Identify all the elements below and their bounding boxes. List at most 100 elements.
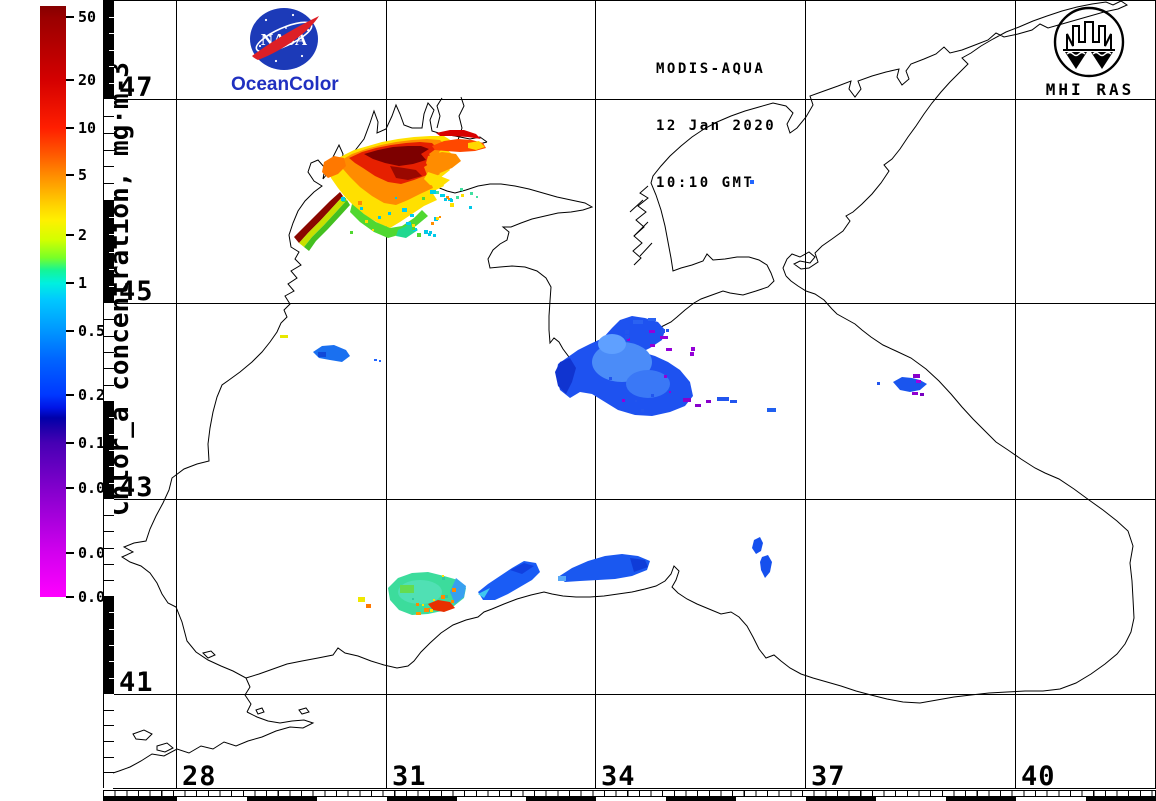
longitude-degree-segment: [736, 797, 806, 801]
chlorophyll-speckle: [609, 377, 612, 380]
chlorophyll-speckle: [446, 196, 449, 199]
chlorophyll-speckle: [669, 391, 671, 393]
chlorophyll-speckle: [395, 197, 397, 199]
chlorophyll-speckle: [416, 603, 419, 606]
longitude-label: 37: [811, 761, 846, 792]
coastline-path: [202, 650, 216, 659]
colorbar-tick-label: 10: [78, 119, 97, 137]
latitude-degree-segment: [104, 0, 114, 99]
observation-date: 12 Jan 2020: [656, 118, 777, 134]
chlorophyll-speckle: [450, 199, 453, 202]
chlorophyll-patch: [379, 360, 381, 362]
chlorophyll-patch: [294, 192, 343, 243]
chlorophyll-speckle: [412, 224, 415, 227]
chlorophyll-speckle: [666, 329, 669, 332]
chlorophyll-patch: [436, 130, 481, 139]
colorbar-tick: [66, 442, 74, 444]
latitude-degree-segment: [104, 596, 114, 694]
minor-tick: [104, 150, 114, 151]
chlorophyll-patch: [913, 374, 920, 378]
coastline-path: [112, 711, 315, 774]
colorbar-tick-label: 20: [78, 71, 97, 89]
chlorophyll-speckle: [627, 338, 630, 341]
colorbar-tick: [66, 552, 74, 554]
observation-info: MODIS-AQUA 12 Jan 2020 10:10 GMT: [656, 22, 776, 231]
colorbar-tick: [66, 487, 74, 489]
chlorophyll-speckle: [431, 222, 434, 225]
longitude-degree-segment: [387, 797, 457, 801]
colorbar-tick: [66, 79, 74, 81]
chlorophyll-speckle: [476, 196, 478, 198]
chlorophyll-patch: [428, 600, 455, 612]
chlorophyll-patch: [304, 200, 350, 251]
chlorophyll-speckle: [469, 206, 472, 209]
grid-line-vertical: [805, 0, 806, 788]
chlorophyll-patch: [322, 156, 346, 178]
chlorophyll-patch: [390, 166, 422, 180]
minor-tick: [104, 116, 114, 117]
coastline-path: [436, 97, 443, 129]
latitude-label: 43: [119, 472, 154, 503]
chlorophyll-speckle: [625, 330, 629, 334]
chlorophyll-patch: [318, 352, 326, 357]
chlorophyll-speckle: [436, 217, 439, 220]
chlorophyll-speckle: [428, 233, 431, 236]
chlorophyll-patch: [374, 359, 377, 361]
chlorophyll-patch: [630, 558, 648, 572]
chlorophyll-patch: [752, 537, 763, 554]
chlorophyll-patch: [558, 554, 650, 582]
longitude-degree-segment: [666, 797, 736, 801]
chlorophyll-patch: [717, 397, 729, 401]
chlorophyll-patch: [650, 344, 655, 347]
chlorophyll-patch: [313, 345, 350, 362]
longitude-degree-segment: [526, 797, 596, 801]
chlorophyll-speckle: [641, 409, 644, 412]
minor-tick: [109, 66, 114, 67]
minor-tick: [104, 515, 114, 516]
chlorophyll-speckle: [372, 229, 374, 231]
chlorophyll-speckle: [439, 216, 441, 218]
colorbar-tick: [66, 596, 74, 598]
longitude-label: 28: [182, 761, 217, 792]
chlorophyll-speckle: [635, 400, 637, 402]
minor-tick: [109, 50, 114, 51]
mhi-emblem-letters: [1063, 21, 1115, 51]
chlorophyll-patch: [402, 208, 407, 212]
chlorophyll-speckle: [378, 216, 381, 219]
minor-tick: [109, 678, 114, 679]
chlorophyll-patch: [555, 358, 576, 394]
chlorophyll-speckle: [442, 577, 445, 580]
chlorophyll-speckle: [456, 196, 459, 199]
colorbar-tick-label: 50: [78, 8, 97, 26]
chlorophyll-patch: [430, 190, 436, 194]
chlorophyll-speckle: [450, 203, 454, 207]
chlorophyll-speckle: [444, 198, 447, 201]
latitude-degree-segment: [104, 694, 114, 788]
colorbar-tick: [66, 394, 74, 396]
chlorophyll-patch: [366, 604, 371, 608]
minor-tick: [104, 319, 114, 320]
chlorophyll-speckle: [365, 220, 368, 223]
minor-tick: [104, 183, 114, 184]
chlorophyll-patch: [558, 576, 566, 581]
longitude-degree-segment: [876, 797, 946, 801]
longitude-degree-segment: [247, 797, 317, 801]
longitude-label: 40: [1021, 761, 1056, 792]
minor-tick: [104, 133, 114, 134]
chlorophyll-speckle: [422, 604, 424, 606]
latitude-degree-segment: [104, 200, 114, 303]
chlorophyll-patch: [695, 404, 701, 407]
longitude-degree-segment: [596, 797, 666, 801]
colorbar-tick-label: 5: [78, 166, 88, 184]
chlorophyll-patch: [893, 377, 927, 392]
chlorophyll-speckle: [441, 595, 445, 599]
longitude-degree-segment: [317, 797, 387, 801]
chlorophyll-patch: [683, 398, 691, 402]
chlorophyll-patch: [416, 612, 421, 615]
longitude-degree-segment: [104, 797, 177, 801]
chlorophyll-speckle: [651, 394, 654, 397]
chlorophyll-speckle: [690, 352, 694, 356]
minor-tick: [109, 217, 114, 218]
chlorophyll-patch: [767, 408, 776, 412]
